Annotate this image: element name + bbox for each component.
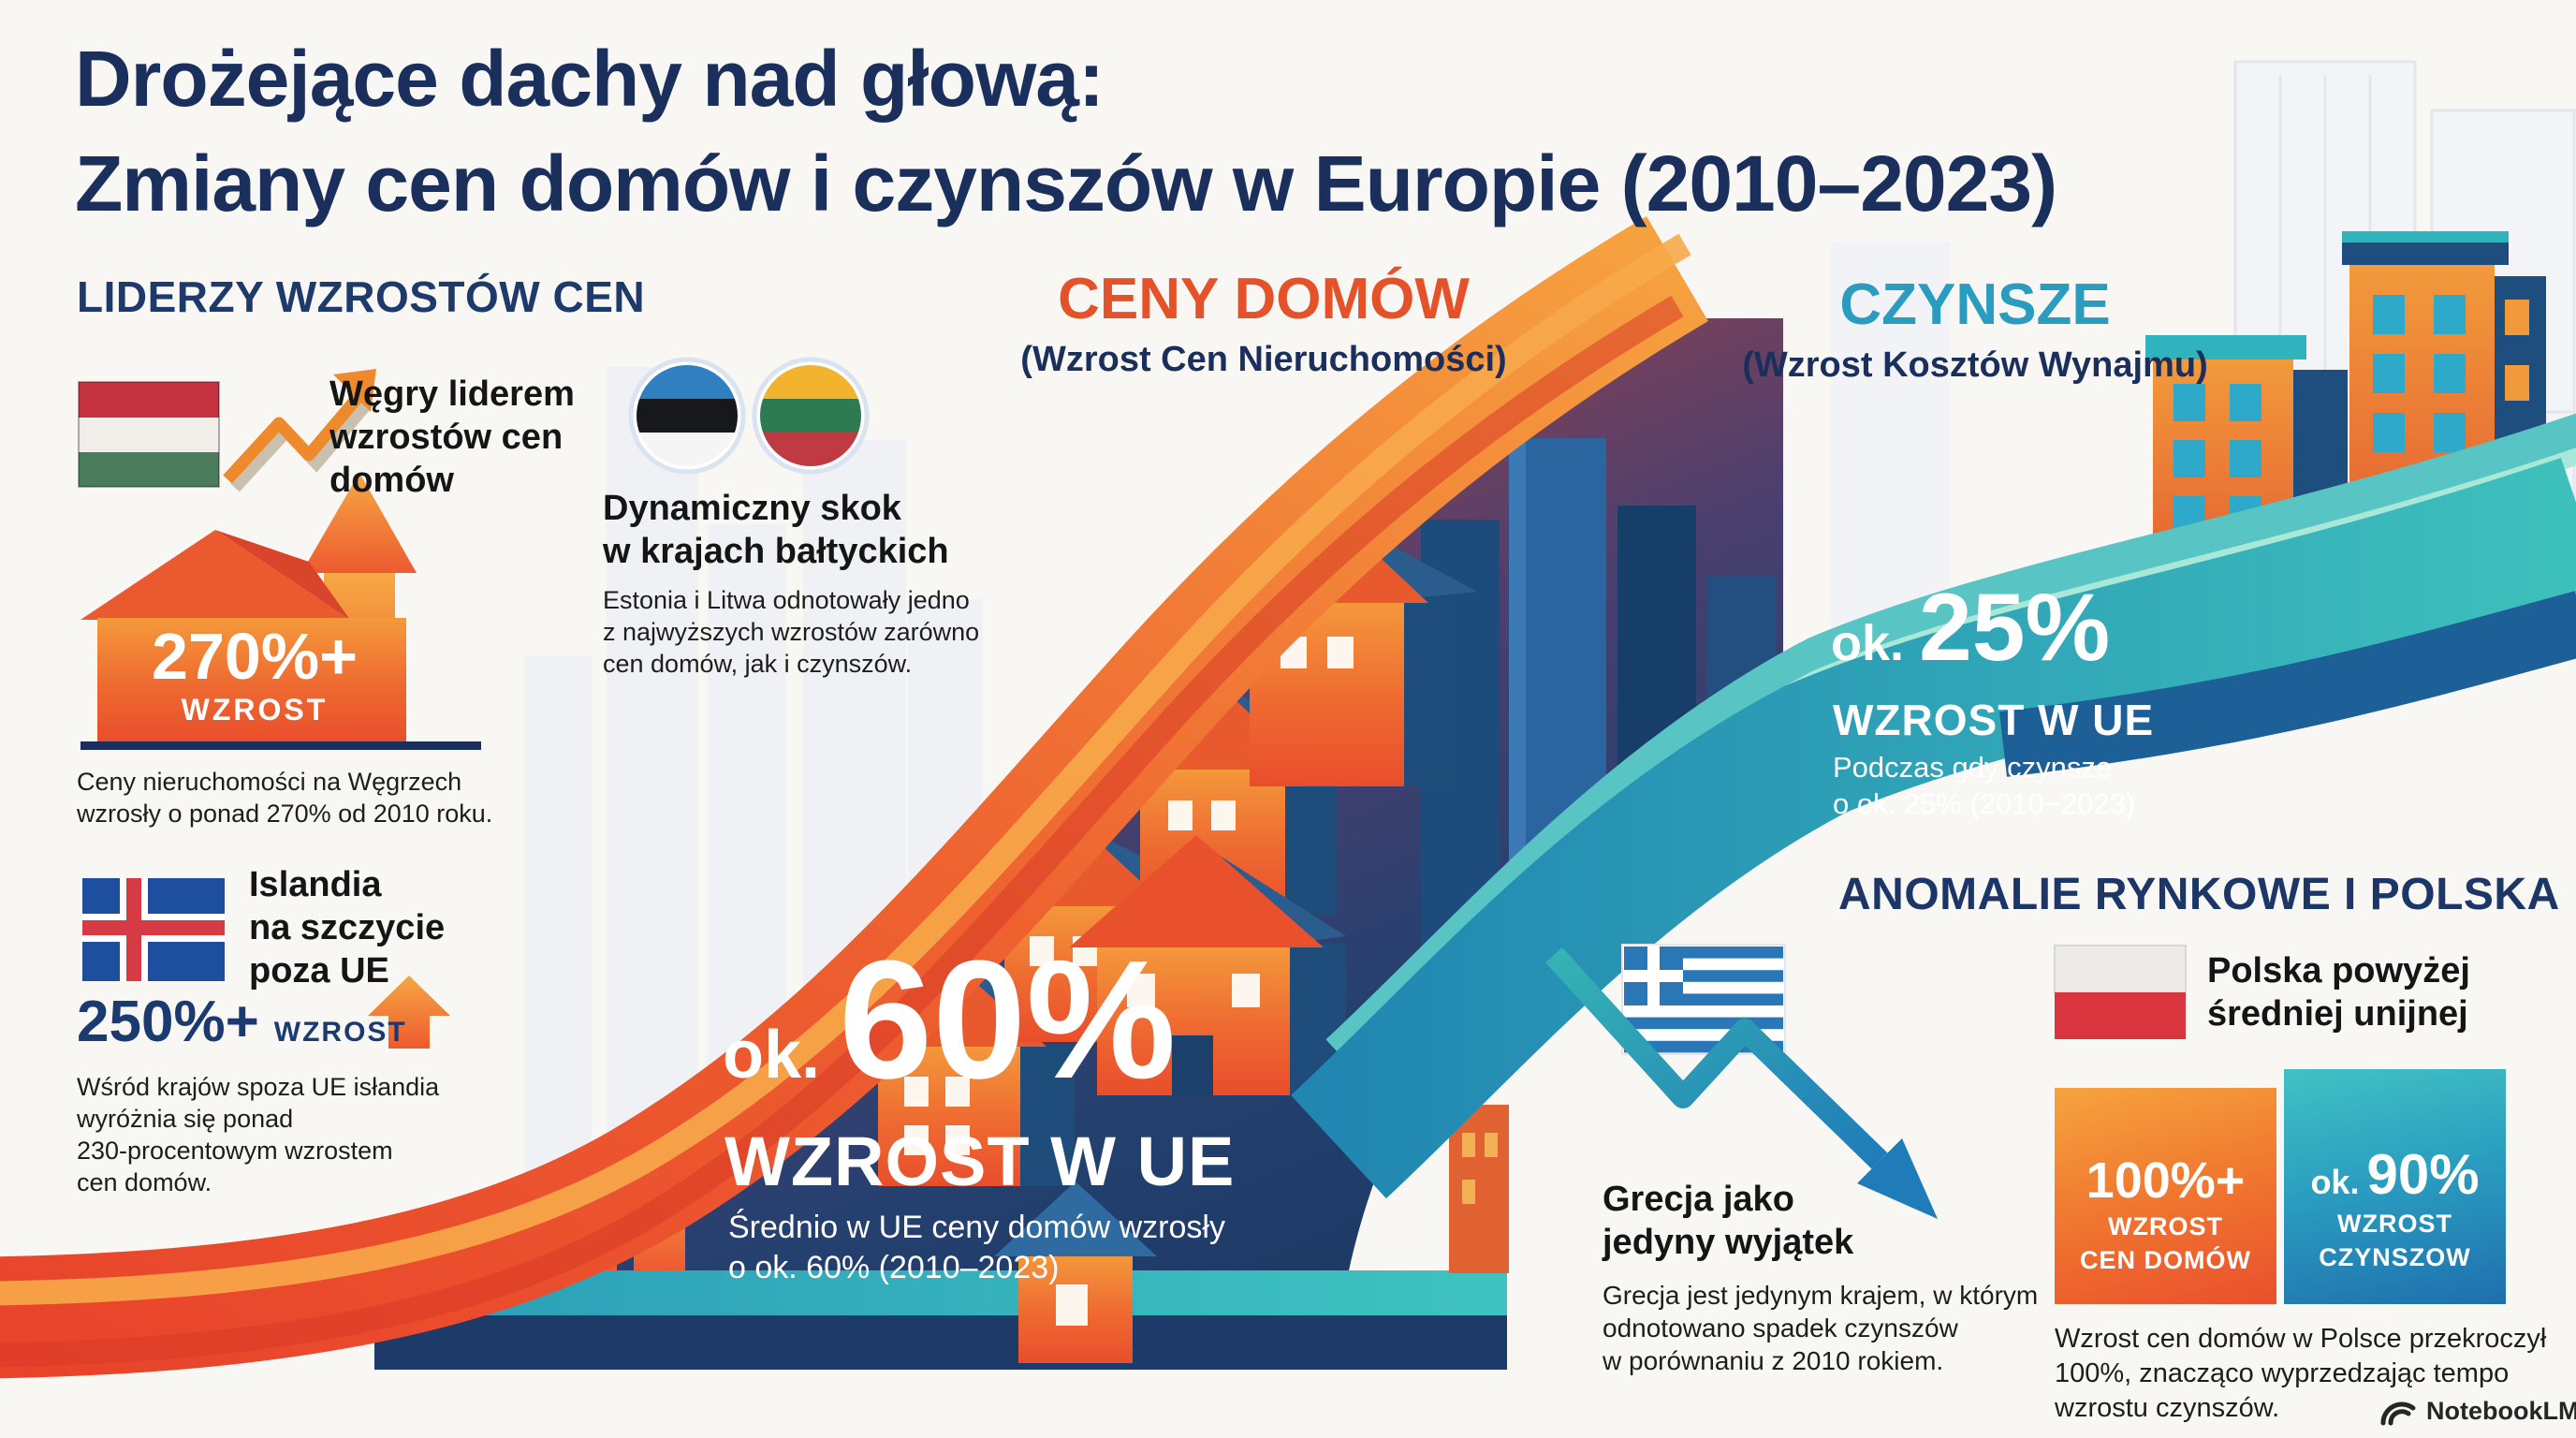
- hungary-caption-line: wzrosły o ponad 270% od 2010 roku.: [77, 800, 493, 828]
- eu-rent-caption: Podczas gdy czynsze o ok. 25% (2010−2023…: [1833, 749, 2135, 822]
- rent-wave: [1291, 413, 2576, 1199]
- house-prices-heading: CENY DOMÓW: [1058, 267, 1470, 331]
- baltics-title-line: Dynamiczny skok: [603, 489, 901, 528]
- poland-rent-value-prefix: ok.: [2310, 1163, 2360, 1201]
- bottom-bands: [374, 1270, 1507, 1370]
- poland-caption-line: 100%, znacząco wyprzedzając tempo: [2055, 1358, 2510, 1388]
- poland-house-price-label-line: CEN DOMÓW: [2080, 1246, 2251, 1274]
- section-heading-anomalies: ANOMALIE RYNKOWE I POLSKA: [1838, 870, 2560, 919]
- watermark: NotebookLM: [2379, 1395, 2576, 1427]
- iceland-stat-label: WZROST: [273, 1017, 407, 1048]
- poland-house-price-box: 100%+ WZROST CEN DOMÓW: [2055, 1088, 2276, 1304]
- eu-rent-stat-value: 25%: [1919, 574, 2111, 681]
- poland-title: Polska powyżej średniej unijnej: [2207, 949, 2470, 1035]
- greece-caption-line: odnotowano spadek czynszów: [1603, 1313, 1958, 1343]
- hungary-flag: [78, 381, 220, 488]
- estonia-flag-icon: [628, 357, 746, 475]
- poland-rent-label-line: CZYNSZOW: [2319, 1243, 2471, 1271]
- eu-house-price-caption-line: Średnio w UE ceny domów wzrosły: [728, 1210, 1225, 1245]
- iceland-title-line: na szczycie: [249, 908, 446, 947]
- rents-header: CZYNSZE (Wzrost Kosztów Wynajmu): [1676, 271, 2275, 386]
- eu-house-price-stat-label: WZROST W UE: [724, 1123, 1236, 1200]
- hungary-stat-value: 270%+: [152, 620, 358, 693]
- greece-flag: [1621, 944, 1786, 1055]
- poland-title-line: Polska powyżej: [2207, 951, 2470, 990]
- page-title-line-2: Zmiany cen domów i czynszów w Europie (2…: [75, 139, 2057, 227]
- poland-house-price-value: 100%+: [2086, 1152, 2246, 1209]
- poland-caption: Wzrost cen domów w Polsce przekroczył 10…: [2055, 1322, 2546, 1426]
- iceland-title-line: Islandia: [249, 865, 382, 904]
- house-prices-header: CENY DOMÓW (Wzrost Cen Nieruchomości): [964, 266, 1563, 380]
- poland-rent-value: 90%: [2366, 1143, 2480, 1206]
- hungary-title-line: Węgry liderem: [329, 374, 575, 414]
- iceland-title-line: poza UE: [249, 951, 389, 990]
- poland-house-price-label-line: WZROST: [2108, 1212, 2223, 1240]
- greece-title: Grecja jako jedyny wyjątek: [1603, 1178, 1853, 1264]
- eu-house-price-stat-prefix: ok.: [723, 1018, 821, 1093]
- house-front-small: [994, 1181, 1157, 1363]
- house-prices-subheading: (Wzrost Cen Nieruchomości): [1020, 340, 1507, 379]
- page-title-line-1: Drożejące dachy nad głową:: [75, 35, 1105, 123]
- iceland-caption-line: Wśród krajów spoza UE isłandia: [77, 1073, 440, 1101]
- baltics-caption-line: cen domów, jak i czynszów.: [603, 650, 913, 678]
- baltics-caption-line: Estonia i Litwa odnotowały jedno: [603, 586, 970, 614]
- baltics-caption: Estonia i Litwa odnotowały jedno z najwy…: [603, 584, 979, 680]
- iceland-caption: Wśród krajów spoza UE isłandia wyróżnia …: [77, 1071, 439, 1198]
- eu-rent-caption-line: o ok. 25% (2010−2023): [1833, 787, 2136, 820]
- iceland-growth-arrow-icon: [368, 976, 450, 1049]
- iceland-title: Islandia na szczycie poza UE: [249, 863, 445, 992]
- hungary-title-line: wzrostów cen: [329, 418, 564, 457]
- eu-rent-stat-label: WZROST W UE: [1833, 696, 2155, 744]
- rents-heading: CZYNSZE: [1839, 272, 2111, 337]
- iceland-caption-line: wyróżnia się ponad: [77, 1105, 294, 1133]
- page-title: Drożejące dachy nad głową: Zmiany cen do…: [75, 26, 2057, 236]
- iceland-caption-line: 230-procentowym wzrostem: [77, 1137, 393, 1165]
- eu-house-price-caption: Średnio w UE ceny domów wzrosły o ok. 60…: [728, 1208, 1225, 1288]
- greece-caption: Grecja jest jedynym krajem, w którym odn…: [1603, 1279, 2038, 1377]
- lithuania-flag-icon: [752, 357, 870, 475]
- hungary-growth-arrow-icon: [223, 369, 376, 492]
- poland-title-line: średniej unijnej: [2207, 994, 2468, 1034]
- eu-rent-caption-line: Podczas gdy czynsze: [1833, 751, 2113, 784]
- hungary-title: Węgry liderem wzrostów cen domów: [329, 373, 575, 502]
- eu-house-price-caption-line: o ok. 60% (2010–2023): [728, 1250, 1060, 1285]
- iceland-caption-line: cen domów.: [77, 1168, 212, 1196]
- poland-rent-value-row: ok. 90%: [2284, 1142, 2506, 1207]
- eu-rent-stat: ok. 25%: [1831, 574, 2111, 681]
- greece-caption-line: Grecja jest jedynym krajem, w którym: [1603, 1281, 2039, 1310]
- poland-rent-box: ok. 90% WZROST CZYNSZOW: [2284, 1069, 2506, 1304]
- iceland-stat: 250%+ WZROST: [77, 989, 407, 1055]
- eu-house-price-stat-value: 60%: [839, 926, 1177, 1114]
- eu-rent-stat-prefix: ok.: [1831, 615, 1905, 671]
- baltics-title: Dynamiczny skok w krajach bałtyckich: [603, 487, 949, 573]
- hungary-stat-label: WZROST: [181, 693, 329, 726]
- eu-house-price-stat: ok. 60%: [723, 926, 1177, 1114]
- house-price-ribbon: [0, 215, 1708, 1379]
- rents-subheading: (Wzrost Kosztów Wynajmu): [1742, 345, 2208, 385]
- poland-caption-line: Wzrost cen domów w Polsce przekroczył: [2055, 1324, 2547, 1354]
- iceland-stat-value: 250%+: [77, 990, 259, 1054]
- hungary-stat: 270%+ WZROST: [97, 622, 412, 727]
- hungary-title-line: domów: [329, 461, 454, 500]
- poland-flag: [2054, 945, 2187, 1039]
- hungary-house-graphic: [80, 473, 481, 750]
- section-heading-leaders: LIDERZY WZROSTÓW CEN: [77, 272, 646, 321]
- watermark-label: NotebookLM: [2426, 1396, 2576, 1425]
- iceland-flag: [82, 878, 225, 981]
- hungary-caption: Ceny nieruchomości na Węgrzech wzrosły o…: [77, 766, 492, 829]
- baltics-title-line: w krajach bałtyckich: [603, 532, 949, 571]
- greece-decline-arrow-icon: [1545, 946, 1938, 1219]
- greece-caption-line: w porównaniu z 2010 rokiem.: [1603, 1346, 1944, 1375]
- greece-title-line: Grecja jako: [1603, 1180, 1794, 1219]
- greece-title-line: jedyny wyjątek: [1603, 1223, 1854, 1262]
- poland-rent-label-line: WZROST: [2337, 1210, 2452, 1238]
- baltics-caption-line: z najwyższych wzrostów zarówno: [603, 618, 980, 646]
- poland-caption-line: wzrostu czynszów.: [2055, 1393, 2280, 1423]
- notebooklm-logo-icon: [2380, 1401, 2416, 1426]
- hungary-caption-line: Ceny nieruchomości na Węgrzech: [77, 768, 462, 796]
